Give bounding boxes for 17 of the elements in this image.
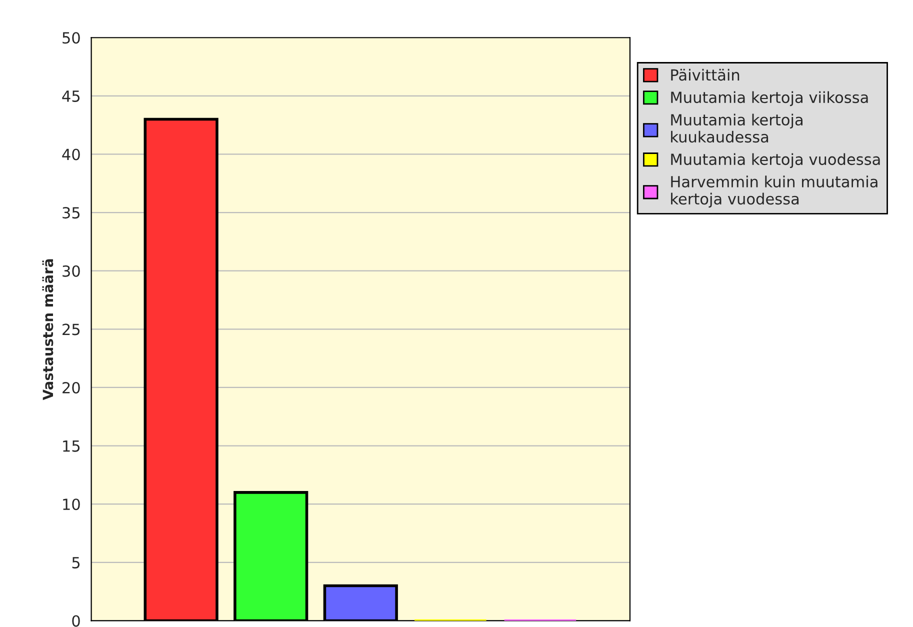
y-tick-label: 15 bbox=[63, 440, 80, 452]
y-tick-label: 20 bbox=[62, 382, 80, 394]
y-tick-label: 45 bbox=[62, 90, 80, 102]
legend-label: Muutamia kertoja vuodessa bbox=[671, 153, 880, 168]
y-tick-label: 25 bbox=[62, 324, 80, 336]
y-tick-label: 30 bbox=[62, 265, 80, 277]
y-axis-title: Vastausten määrä bbox=[42, 259, 54, 400]
y-tick-label: 10 bbox=[63, 498, 80, 510]
legend-label: Muutamia kertoja viikossa bbox=[671, 91, 868, 106]
y-tick-label: 50 bbox=[62, 32, 80, 44]
y-tick-label: 5 bbox=[72, 557, 80, 568]
legend-label: Päivittäin bbox=[671, 68, 740, 81]
y-tick-label: 0 bbox=[72, 615, 80, 627]
legend-label: Harvemmin kuin muutamia kertoja vuodessa bbox=[671, 176, 878, 208]
y-tick-label: 35 bbox=[62, 207, 80, 219]
legend-label: Muutamia kertoja kuukaudessa bbox=[671, 114, 802, 143]
y-tick-label: 40 bbox=[62, 148, 80, 160]
